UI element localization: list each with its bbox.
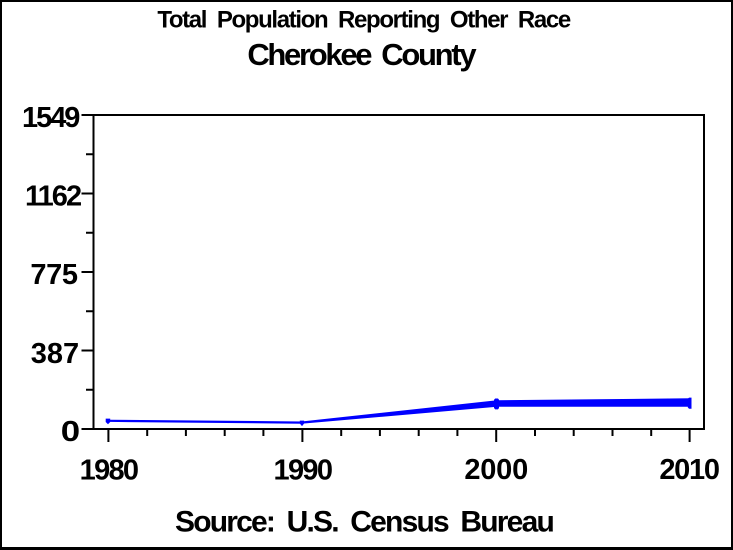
svg-text:Total Population Reporting Oth: Total Population Reporting Other Race	[157, 6, 571, 33]
svg-text:2010: 2010	[659, 454, 718, 486]
svg-text:0: 0	[61, 415, 80, 448]
svg-text:Source: U.S. Census Bureau: Source: U.S. Census Bureau	[175, 506, 553, 539]
svg-text:1980: 1980	[80, 454, 138, 486]
svg-text:387: 387	[31, 338, 79, 370]
svg-text:1549: 1549	[22, 102, 80, 134]
svg-text:2000: 2000	[464, 454, 528, 486]
svg-text:1990: 1990	[274, 454, 332, 486]
svg-text:Cherokee County: Cherokee County	[247, 37, 477, 72]
svg-text:1162: 1162	[25, 181, 81, 213]
svg-text:775: 775	[30, 259, 77, 291]
